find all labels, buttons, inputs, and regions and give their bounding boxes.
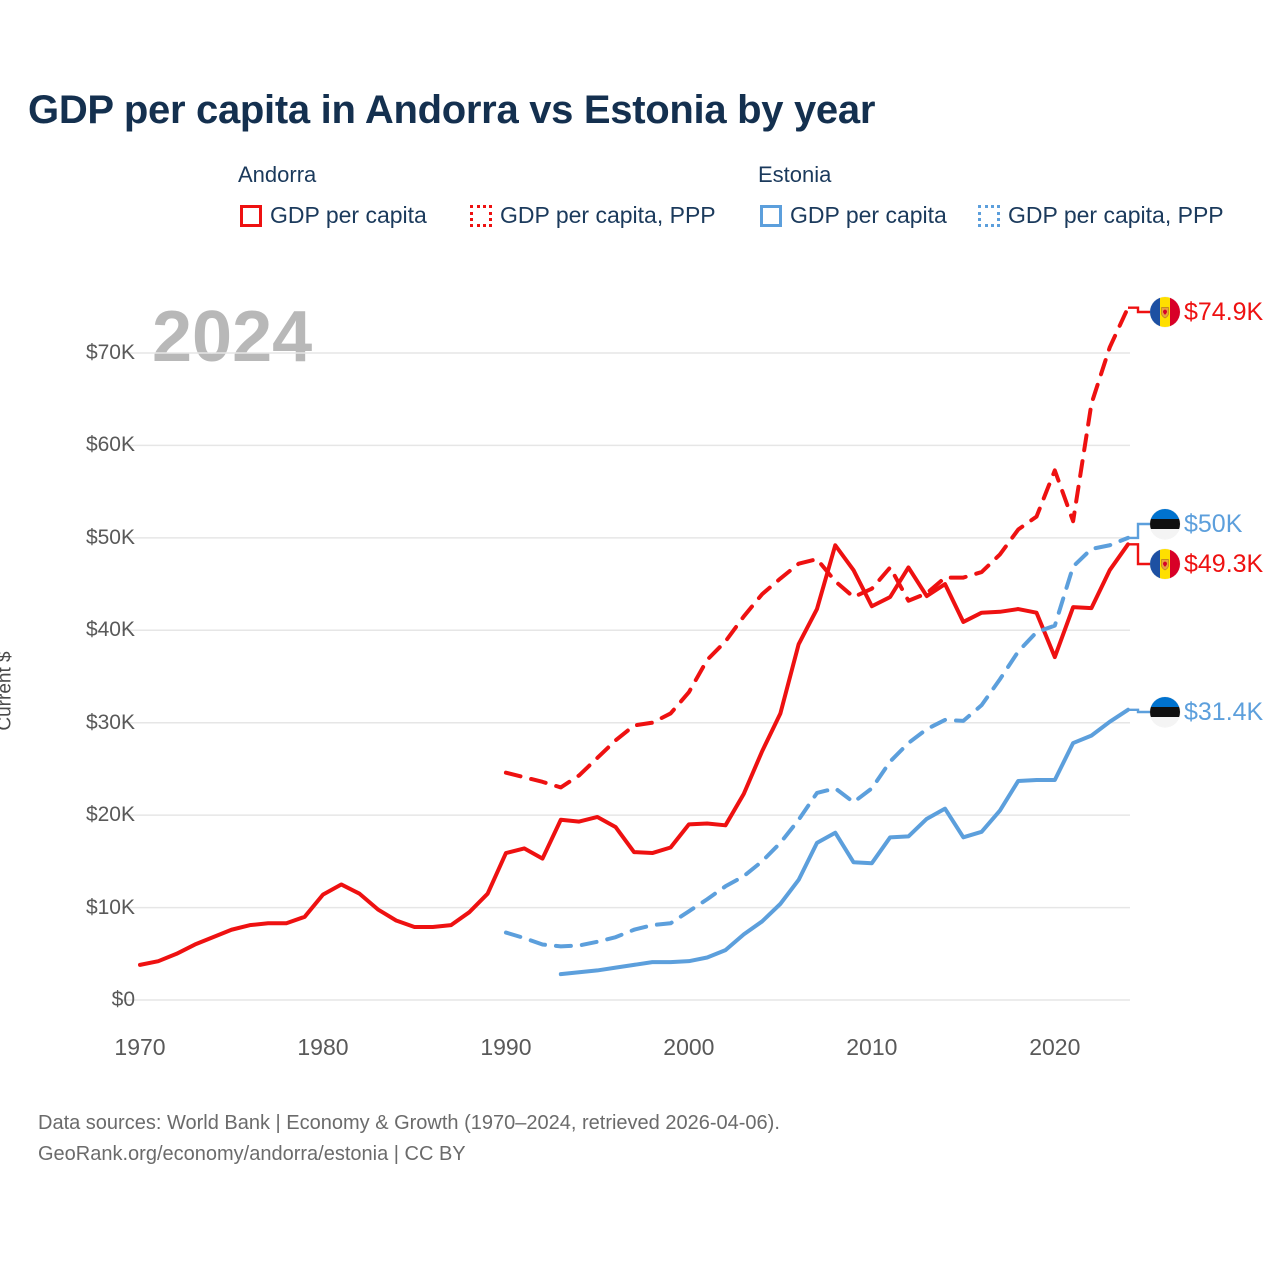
y-tick-label: $30K xyxy=(85,710,135,734)
legend-group-estonia: Estonia xyxy=(758,162,832,187)
y-tick-label: $20K xyxy=(85,803,135,827)
legend-item-label: GDP per capita, PPP xyxy=(500,202,716,228)
leader-line xyxy=(1128,306,1150,314)
leader-line xyxy=(1128,522,1150,540)
legend-item-label: GDP per capita, PPP xyxy=(1008,202,1224,228)
y-tick-label: $50K xyxy=(85,525,135,549)
series-line-1 xyxy=(503,305,1130,790)
legend-item-label: GDP per capita xyxy=(270,202,427,228)
end-label-1: $74.9K xyxy=(1150,297,1263,327)
end-label-value: $50K xyxy=(1184,509,1243,538)
chart-legend: Andorra Estonia GDP per capita GDP per c… xyxy=(238,162,1258,242)
y-tick-label: $70K xyxy=(85,341,135,364)
end-label-4: $31.4K xyxy=(1150,697,1263,727)
legend-item-andorra-gdp[interactable]: GDP per capita xyxy=(240,202,427,229)
year-watermark: 2024 xyxy=(152,297,313,377)
x-tick-label: 1970 xyxy=(114,1034,166,1060)
x-tick-label: 2020 xyxy=(1029,1034,1081,1060)
legend-item-andorra-gdp-ppp[interactable]: GDP per capita, PPP xyxy=(470,202,716,229)
footer-line-url: GeoRank.org/economy/andorra/estonia | CC… xyxy=(38,1143,466,1165)
leader-line xyxy=(1128,708,1150,714)
legend-group-andorra: Andorra xyxy=(238,162,317,187)
y-axis-label: Current $ xyxy=(0,651,16,731)
legend-swatch-solid-red-icon xyxy=(240,204,262,227)
end-label-value: $31.4K xyxy=(1184,697,1264,726)
estonia-flag-icon xyxy=(1150,697,1180,727)
legend-swatch-dotted-red-icon xyxy=(470,204,492,227)
end-label-value: $49.3K xyxy=(1184,549,1264,578)
chart-series-layer xyxy=(138,305,1130,977)
x-tick-label: 2000 xyxy=(663,1034,715,1060)
series-line-2 xyxy=(558,707,1130,977)
x-tick-label: 1990 xyxy=(480,1034,532,1060)
end-label-value: $74.9K xyxy=(1184,297,1264,326)
series-line-3 xyxy=(503,535,1130,949)
chart-gridlines xyxy=(122,352,1130,1001)
chart-leader-lines xyxy=(1128,306,1150,714)
y-tick-label: $10K xyxy=(85,895,135,919)
end-label-2: $50K xyxy=(1150,509,1242,539)
footer-line-sources: Data sources: World Bank | Economy & Gro… xyxy=(38,1112,780,1134)
x-tick-label: 1980 xyxy=(297,1034,349,1060)
legend-swatch-dotted-blue-icon xyxy=(978,204,1000,227)
y-axis-ticks: $0 $10K $20K $30K $40K $50K $60K $70K xyxy=(40,0,135,1280)
y-tick-label: $40K xyxy=(85,618,135,642)
andorra-flag-icon xyxy=(1150,297,1180,327)
legend-item-label: GDP per capita xyxy=(790,202,947,228)
page-title: GDP per capita in Andorra vs Estonia by … xyxy=(28,88,876,132)
x-tick-label: 2010 xyxy=(846,1034,898,1060)
end-label-3: $49.3K xyxy=(1150,549,1263,579)
legend-item-estonia-gdp-ppp[interactable]: GDP per capita, PPP xyxy=(978,202,1224,229)
andorra-flag-icon xyxy=(1150,549,1180,579)
footer-attribution: Data sources: World Bank | Economy & Gro… xyxy=(38,1108,780,1170)
legend-swatch-solid-blue-icon xyxy=(760,204,782,227)
y-tick-label: $0 xyxy=(111,988,135,1011)
leader-line xyxy=(1128,543,1150,566)
series-line-0 xyxy=(138,542,1130,967)
y-tick-label: $60K xyxy=(85,433,135,457)
estonia-flag-icon xyxy=(1150,509,1180,539)
legend-item-estonia-gdp[interactable]: GDP per capita xyxy=(760,202,947,229)
